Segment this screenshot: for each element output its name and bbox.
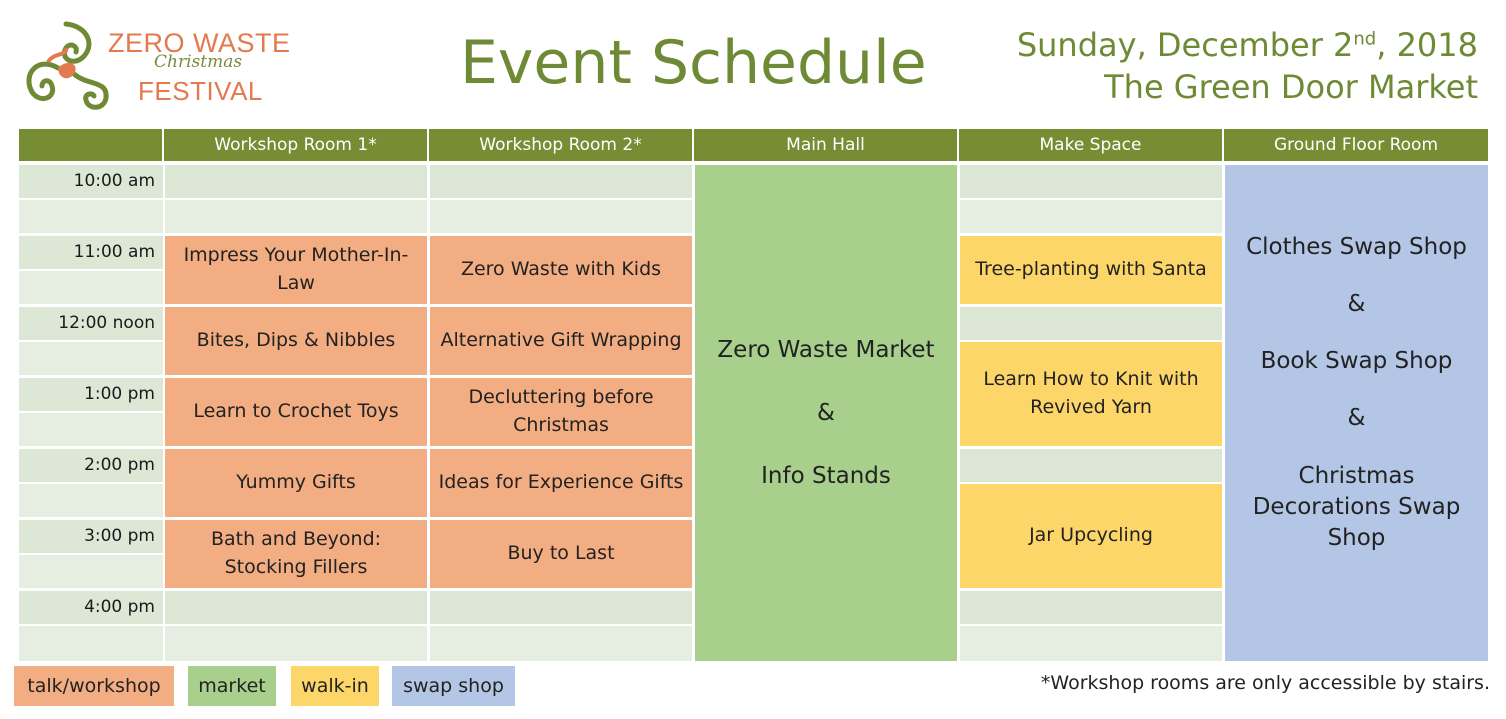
ground-floor-ampersand-2: &: [1347, 405, 1366, 432]
column-header-ground-floor-room: Ground Floor Room: [1224, 129, 1488, 161]
main-hall-line1: Zero Waste Market: [717, 336, 935, 363]
empty-slot: [960, 626, 1222, 661]
time-11am: 11:00 am: [19, 236, 163, 269]
empty-slot: [960, 307, 1222, 340]
date-prefix: Sunday, December 2: [1016, 26, 1354, 64]
event-room1-1100: Impress Your Mother-In-Law: [165, 236, 427, 304]
column-header-make-space: Make Space: [959, 129, 1224, 161]
empty-slot: [430, 591, 692, 624]
event-ground-floor: Clothes Swap Shop & Book Swap Shop & Chr…: [1225, 165, 1488, 661]
footnote: *Workshop rooms are only accessible by s…: [1040, 672, 1490, 694]
empty-slot: [165, 200, 427, 233]
event-date: Sunday, December 2nd, 2018: [1017, 26, 1478, 64]
logo-zero-waste: ZERO WASTE: [108, 28, 291, 58]
column-header-workshop-room-1: Workshop Room 1*: [164, 129, 429, 161]
time-slot-empty: [19, 484, 163, 517]
empty-slot: [430, 200, 692, 233]
event-venue: The Green Door Market: [1104, 68, 1478, 106]
event-room1-1500: Bath and Beyond: Stocking Fillers: [165, 520, 427, 588]
main-hall-ampersand: &: [817, 399, 835, 426]
legend-market: market: [188, 666, 276, 706]
event-room2-1300: Decluttering before Christmas: [430, 378, 692, 446]
empty-slot: [960, 200, 1222, 233]
event-make-space-1100: Tree-planting with Santa: [960, 236, 1222, 304]
event-room2-1200: Alternative Gift Wrapping: [430, 307, 692, 375]
event-main-hall: Zero Waste Market & Info Stands: [695, 165, 957, 661]
legend-walk-in: walk-in: [291, 666, 379, 706]
time-4pm: 4:00 pm: [19, 591, 163, 624]
empty-slot: [165, 626, 427, 661]
event-room1-1300: Learn to Crochet Toys: [165, 378, 427, 446]
event-make-space-1230: Learn How to Knit with Revived Yarn: [960, 342, 1222, 446]
time-12noon: 12:00 noon: [19, 307, 163, 340]
ground-floor-line1: Clothes Swap Shop: [1246, 234, 1467, 261]
time-slot-empty: [19, 555, 163, 588]
empty-slot: [430, 165, 692, 198]
main-hall-line2: Info Stands: [761, 462, 891, 489]
spiral-logo-icon: [26, 21, 109, 110]
time-slot-empty: [19, 413, 163, 446]
time-slot-empty: [19, 626, 163, 661]
event-room1-1200: Bites, Dips & Nibbles: [165, 307, 427, 375]
column-header-main-hall: Main Hall: [694, 129, 959, 161]
legend-swap-shop: swap shop: [392, 666, 515, 706]
time-2pm: 2:00 pm: [19, 449, 163, 482]
column-header-workshop-room-2: Workshop Room 2*: [429, 129, 694, 161]
time-slot-empty: [19, 200, 163, 233]
corner-header: [19, 129, 164, 161]
time-slot-empty: [19, 342, 163, 375]
empty-slot: [960, 591, 1222, 624]
time-10am: 10:00 am: [19, 165, 163, 198]
page-title: Event Schedule: [460, 28, 927, 98]
ground-floor-ampersand-1: &: [1347, 291, 1366, 318]
time-slot-empty: [19, 271, 163, 304]
time-1pm: 1:00 pm: [19, 378, 163, 411]
event-room2-1100: Zero Waste with Kids: [430, 236, 692, 304]
ground-floor-line3: Christmas Decorations Swap Shop: [1252, 462, 1461, 551]
festival-logo: [18, 16, 308, 116]
ground-floor-line2: Book Swap Shop: [1260, 348, 1453, 375]
time-3pm: 3:00 pm: [19, 520, 163, 553]
empty-slot: [430, 626, 692, 661]
empty-slot: [960, 165, 1222, 198]
event-room2-1400: Ideas for Experience Gifts: [430, 449, 692, 517]
logo-christmas: Christmas: [154, 52, 243, 72]
event-make-space-1430: Jar Upcycling: [960, 484, 1222, 588]
empty-slot: [165, 591, 427, 624]
date-suffix: nd: [1353, 28, 1377, 50]
event-room1-1400: Yummy Gifts: [165, 449, 427, 517]
legend-talk-workshop: talk/workshop: [14, 666, 174, 706]
logo-festival: FESTIVAL: [138, 76, 263, 106]
date-year: , 2018: [1376, 26, 1478, 64]
event-room2-1500: Buy to Last: [430, 520, 692, 588]
empty-slot: [165, 165, 427, 198]
empty-slot: [960, 449, 1222, 482]
